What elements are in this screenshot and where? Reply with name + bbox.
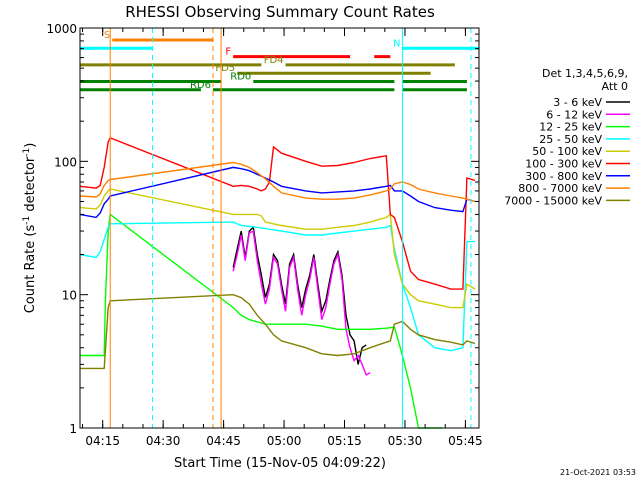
chart-title: RHESSI Observing Summary Count Rates [125, 3, 435, 21]
legend-label: 3 - 6 keV [553, 96, 602, 109]
flag-label: RD0 [230, 72, 251, 83]
x-tick-label: 05:45 [448, 434, 483, 448]
plot-frame [79, 27, 480, 429]
x-tick-label: 05:00 [267, 434, 302, 448]
series-1 [232, 230, 371, 376]
flag-label: FD5 [215, 63, 235, 74]
legend-label: 12 - 25 keV [539, 121, 602, 134]
legend-item: 50 - 100 keV [532, 145, 630, 158]
series-3 [79, 221, 475, 352]
timestamp: 21-Oct-2021 03:53 [560, 468, 636, 477]
axes: 04:15 04:30 04:45 05:00 05:15 05:30 05:45 1 10 10… [46, 22, 482, 448]
y-tick-label: 100 [54, 155, 77, 169]
flag-rd0: RD0 [80, 72, 467, 83]
legend-label: 7000 - 15000 keV [504, 194, 602, 207]
flag-label: FD4 [264, 55, 284, 66]
legend-label: 100 - 300 keV [525, 158, 602, 171]
flag-label: S [104, 30, 110, 41]
series-line [79, 188, 476, 309]
series-7 [79, 161, 476, 203]
series-6 [79, 166, 476, 219]
legend-label: 25 - 50 keV [539, 133, 602, 146]
series-line [79, 161, 476, 203]
series-line [79, 221, 475, 352]
flag-n: N [80, 38, 479, 50]
x-tick-label: 05:30 [388, 434, 423, 448]
legend-label: 300 - 800 keV [525, 170, 602, 183]
y-tick-label: 10 [62, 289, 77, 303]
series-layer [79, 137, 476, 429]
legend-item: 12 - 25 keV [539, 121, 630, 134]
flag-label: RD6 [190, 80, 211, 91]
legend-item: 6 - 12 keV [546, 108, 630, 121]
flag-fd5: FD5 [215, 63, 431, 75]
series-line [79, 166, 476, 219]
legend-item: 3 - 6 keV [553, 96, 630, 109]
x-tick-label: 05:15 [327, 434, 362, 448]
flag-rd6: RD6 [80, 80, 467, 92]
flag-s: S [104, 30, 213, 42]
series-8 [80, 293, 476, 370]
series-line [232, 225, 367, 365]
legend-item: 300 - 800 keV [525, 170, 630, 183]
legend-item: 100 - 300 keV [525, 158, 630, 171]
x-axis-label: Start Time (15-Nov-05 04:09:22) [174, 456, 386, 471]
y-tick-label: 1 [69, 422, 77, 436]
legend-header-line1: Det 1,3,4,5,6,9, [542, 67, 628, 80]
flag-label: N [393, 38, 400, 49]
legend-label: 50 - 100 keV [532, 145, 602, 158]
legend-label: 800 - 7000 keV [518, 182, 602, 195]
legend-label: 6 - 12 keV [546, 108, 602, 121]
x-tick-label: 04:30 [146, 434, 181, 448]
legend-item: 25 - 50 keV [539, 133, 630, 146]
flag-fd4: FD4 [80, 55, 455, 67]
x-tick-label: 04:45 [206, 434, 241, 448]
y-axis-label: Count Rate (s-1 detector-1) [22, 143, 38, 314]
vertical-markers [109, 28, 472, 428]
legend-item: 800 - 7000 keV [518, 182, 630, 195]
legend-item: 7000 - 15000 keV [504, 194, 630, 207]
series-line [80, 213, 443, 429]
y-tick-label: 1000 [46, 22, 77, 36]
series-line [80, 293, 476, 370]
series-2 [80, 213, 443, 429]
x-tick-label: 04:15 [85, 434, 120, 448]
series-line [232, 230, 371, 376]
series-0 [232, 225, 367, 365]
series-4 [79, 188, 476, 309]
flag-f: F [225, 47, 391, 59]
legend-header-line2: Att 0 [602, 80, 628, 93]
flag-label: F [225, 47, 231, 58]
